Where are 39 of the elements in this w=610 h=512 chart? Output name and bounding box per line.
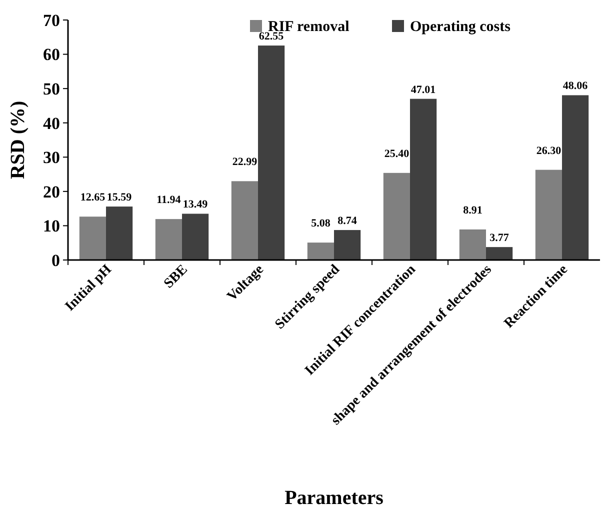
bar — [334, 230, 361, 260]
data-label: 47.01 — [410, 84, 436, 96]
bar — [535, 170, 562, 260]
data-label: 12.65 — [80, 192, 106, 204]
bar — [106, 206, 133, 260]
data-label: 15.59 — [106, 192, 132, 204]
data-label: 8.91 — [463, 204, 482, 216]
data-label: 25.40 — [384, 148, 410, 160]
bar — [307, 242, 334, 260]
data-label: 13.49 — [182, 198, 208, 211]
legend-label: Operating costs — [410, 19, 511, 35]
y-tick-label: 20 — [43, 182, 60, 202]
data-label: 8.74 — [338, 215, 358, 228]
x-tick-label: SBE — [162, 262, 191, 292]
y-tick-label: 0 — [52, 250, 60, 270]
bar — [258, 46, 285, 260]
data-label: 22.99 — [232, 156, 258, 168]
bar — [182, 214, 209, 260]
data-label: 5.08 — [311, 218, 331, 230]
x-axis-title: Parameters — [284, 487, 384, 509]
bar — [231, 181, 258, 260]
bar — [410, 98, 437, 260]
y-tick-label: 30 — [43, 148, 60, 168]
bar — [79, 216, 106, 260]
data-label: 48.06 — [562, 80, 588, 92]
data-label: 3.77 — [490, 232, 510, 244]
data-label: 26.30 — [536, 144, 562, 157]
bar — [155, 219, 182, 260]
y-tick-label: 40 — [43, 114, 60, 133]
y-tick-label: 50 — [43, 80, 60, 99]
bar — [562, 95, 589, 260]
data-label: 11.94 — [156, 194, 182, 206]
bar — [383, 172, 410, 260]
bar — [459, 229, 486, 260]
y-tick-label: 10 — [43, 216, 60, 236]
y-tick-label: 70 — [43, 10, 60, 30]
bar — [486, 247, 513, 260]
y-axis-title: RSD (%) — [7, 100, 29, 180]
y-tick-label: 60 — [43, 45, 60, 64]
